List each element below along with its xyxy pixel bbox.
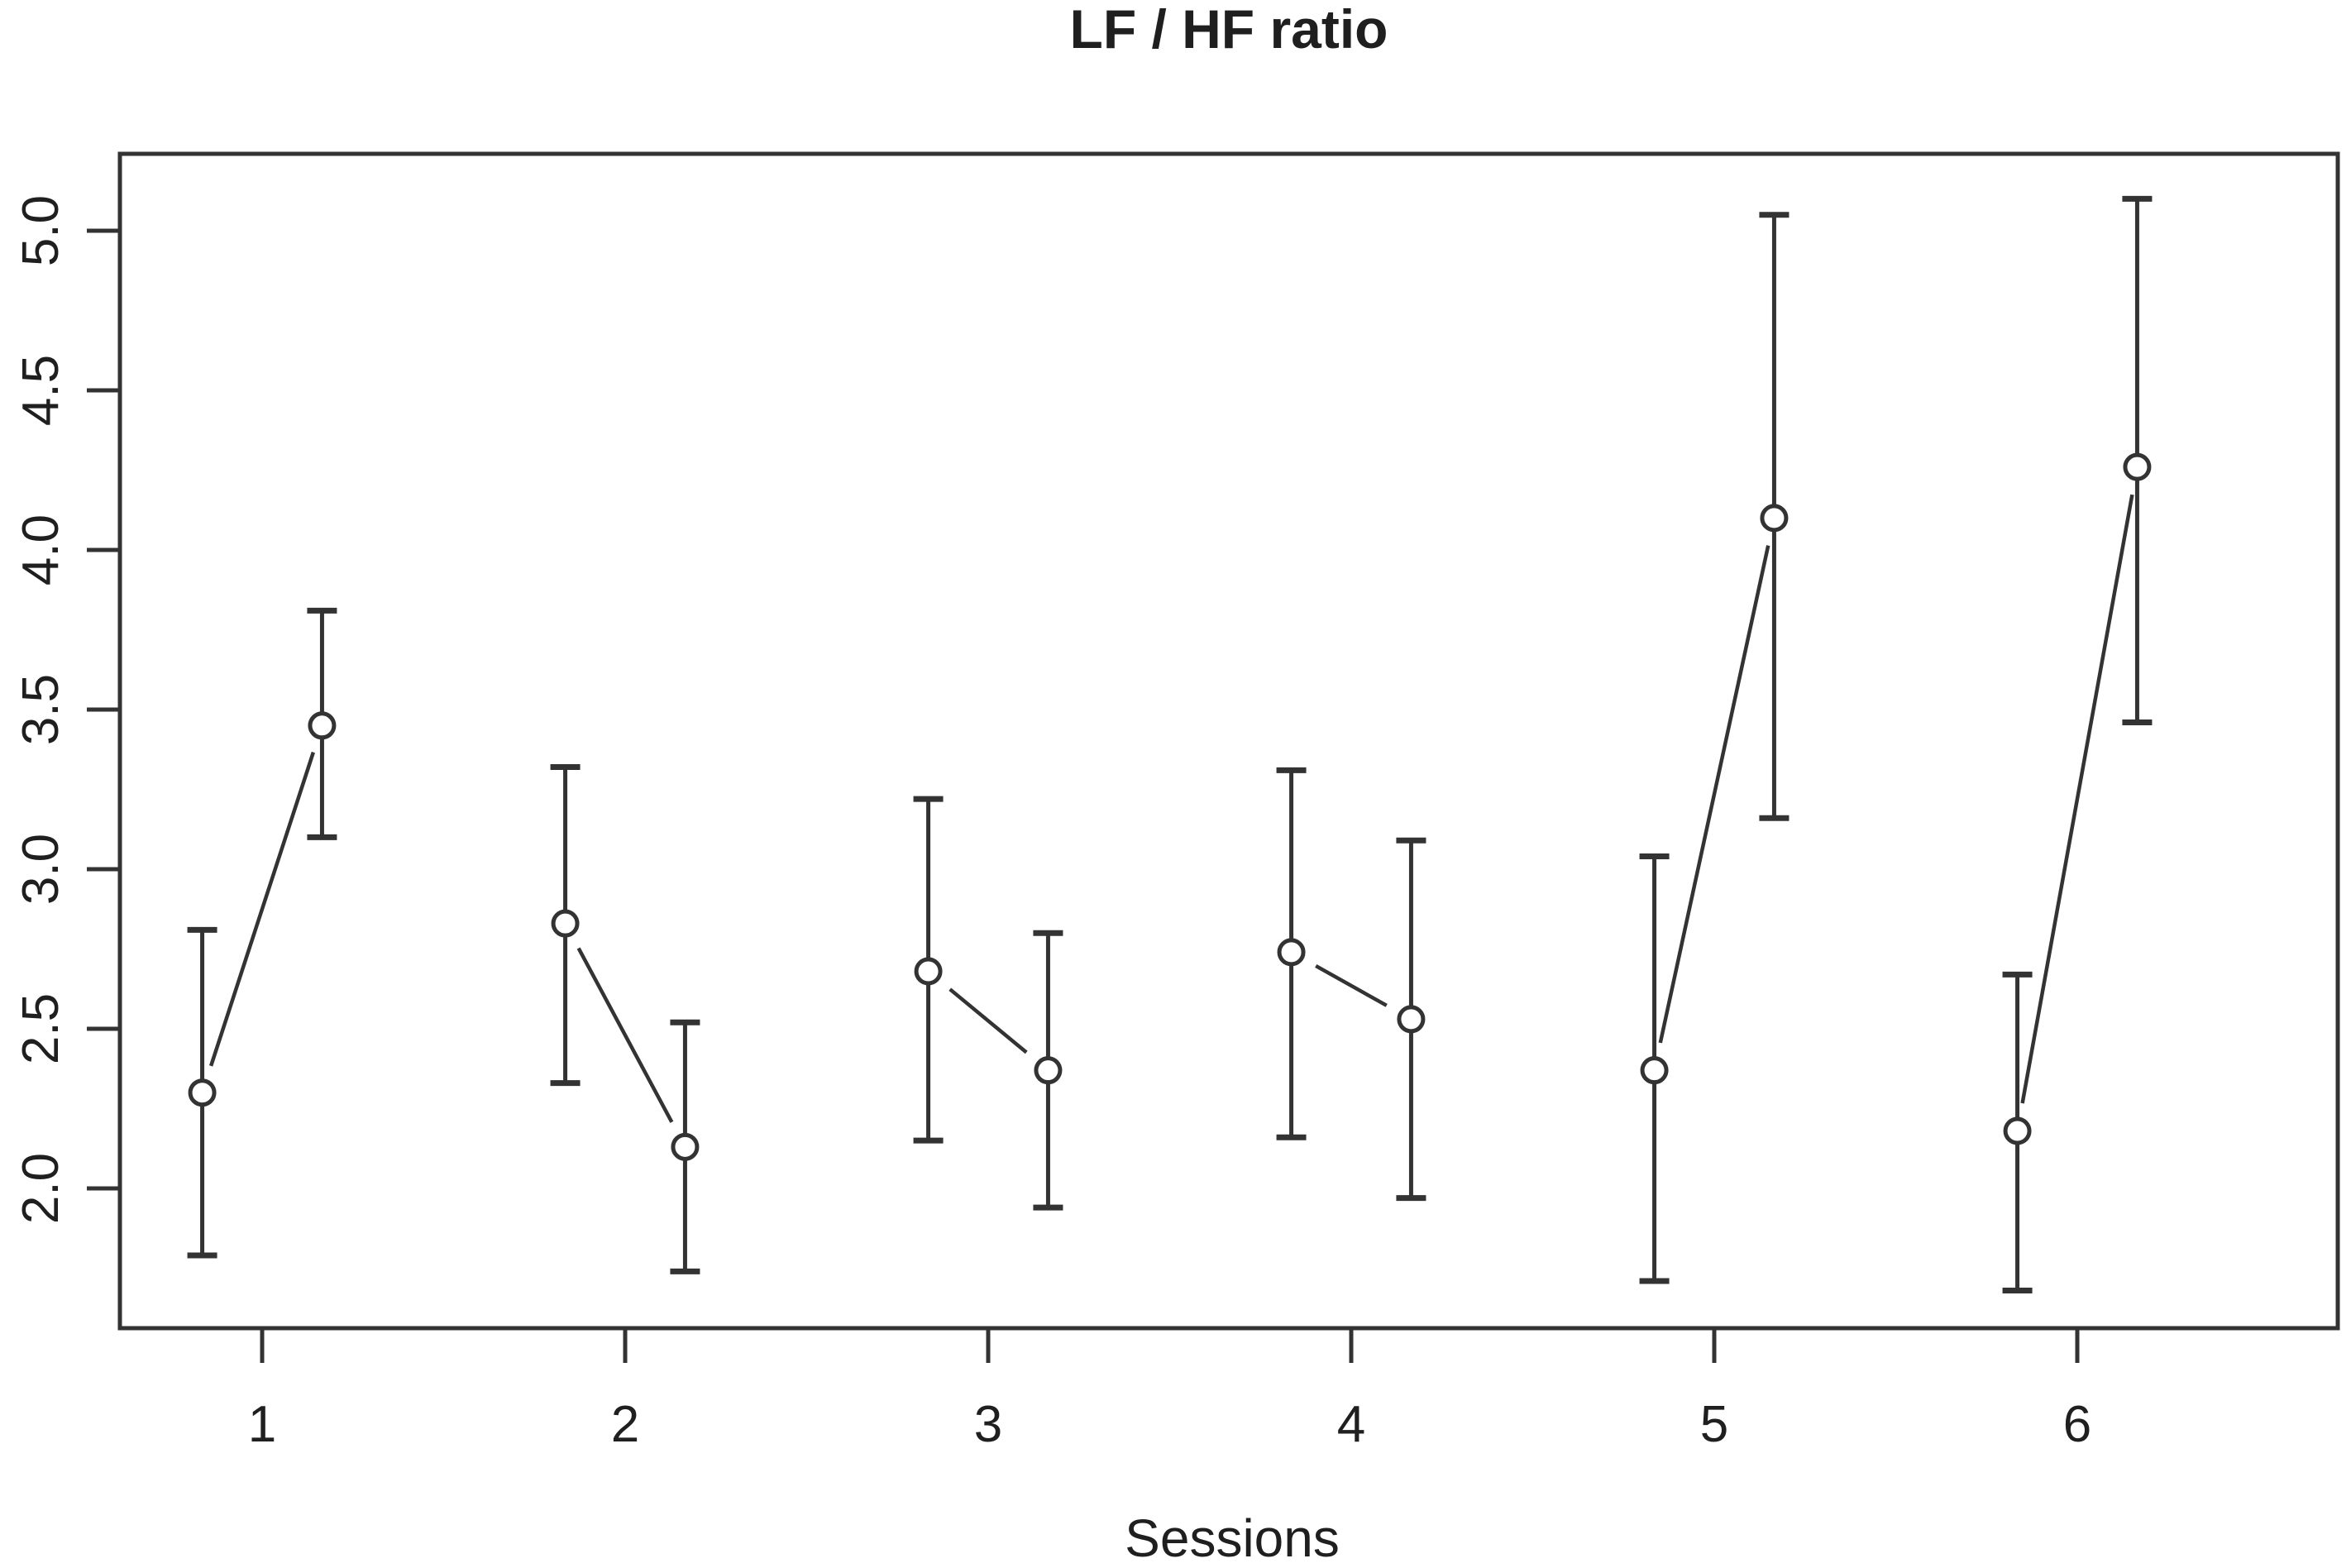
x-axis: 1 2 3 4 5 6 (248, 1328, 2091, 1453)
mean-marker (1640, 1056, 1669, 1085)
session-group (2002, 195, 2153, 1294)
x-tick-label: 3 (974, 1396, 1002, 1453)
y-tick-label: 3.5 (12, 674, 69, 745)
plot-area-border (117, 151, 2340, 1331)
mean-marker (188, 1078, 217, 1107)
y-tick-label: 4.0 (12, 514, 69, 586)
connector-line (949, 987, 1028, 1054)
y-tick-label: 5.0 (12, 195, 69, 266)
session-group (913, 796, 1063, 1211)
connector-line (2020, 494, 2134, 1104)
x-axis-title: Sessions (1125, 1508, 1340, 1568)
x-tick-label: 1 (248, 1396, 276, 1453)
y-tick-label: 2.5 (12, 993, 69, 1064)
session-group (1639, 212, 1790, 1284)
session-group (187, 607, 337, 1259)
connector-line (1658, 545, 1770, 1044)
mean-marker (551, 909, 580, 938)
mean-marker (2003, 1116, 2032, 1145)
x-tick-label: 5 (1700, 1396, 1728, 1453)
x-tick-label: 4 (1337, 1396, 1365, 1453)
mean-marker (1034, 1056, 1063, 1085)
mean-marker (2123, 452, 2152, 481)
y-axis: 2.0 2.5 3.0 3.5 4.0 4.5 5.0 (12, 195, 120, 1224)
mean-marker (1760, 504, 1789, 533)
session-group (550, 763, 700, 1274)
mean-marker (914, 957, 943, 986)
y-tick-label: 3.0 (12, 834, 69, 905)
y-tick-label: 2.0 (12, 1153, 69, 1224)
y-tick-label: 4.5 (12, 355, 69, 426)
chart-title: LF / HF ratio (1070, 0, 1388, 60)
data-series (187, 195, 2153, 1294)
mean-marker (308, 711, 337, 740)
x-tick-label: 2 (611, 1396, 639, 1453)
connector-line (576, 947, 674, 1123)
connector-line (208, 751, 316, 1067)
mean-marker (1277, 938, 1306, 967)
connector-line (1315, 963, 1388, 1007)
mean-marker (671, 1132, 700, 1161)
x-tick-label: 6 (2063, 1396, 2091, 1453)
session-group (1276, 767, 1426, 1202)
mean-marker (1397, 1005, 1426, 1034)
